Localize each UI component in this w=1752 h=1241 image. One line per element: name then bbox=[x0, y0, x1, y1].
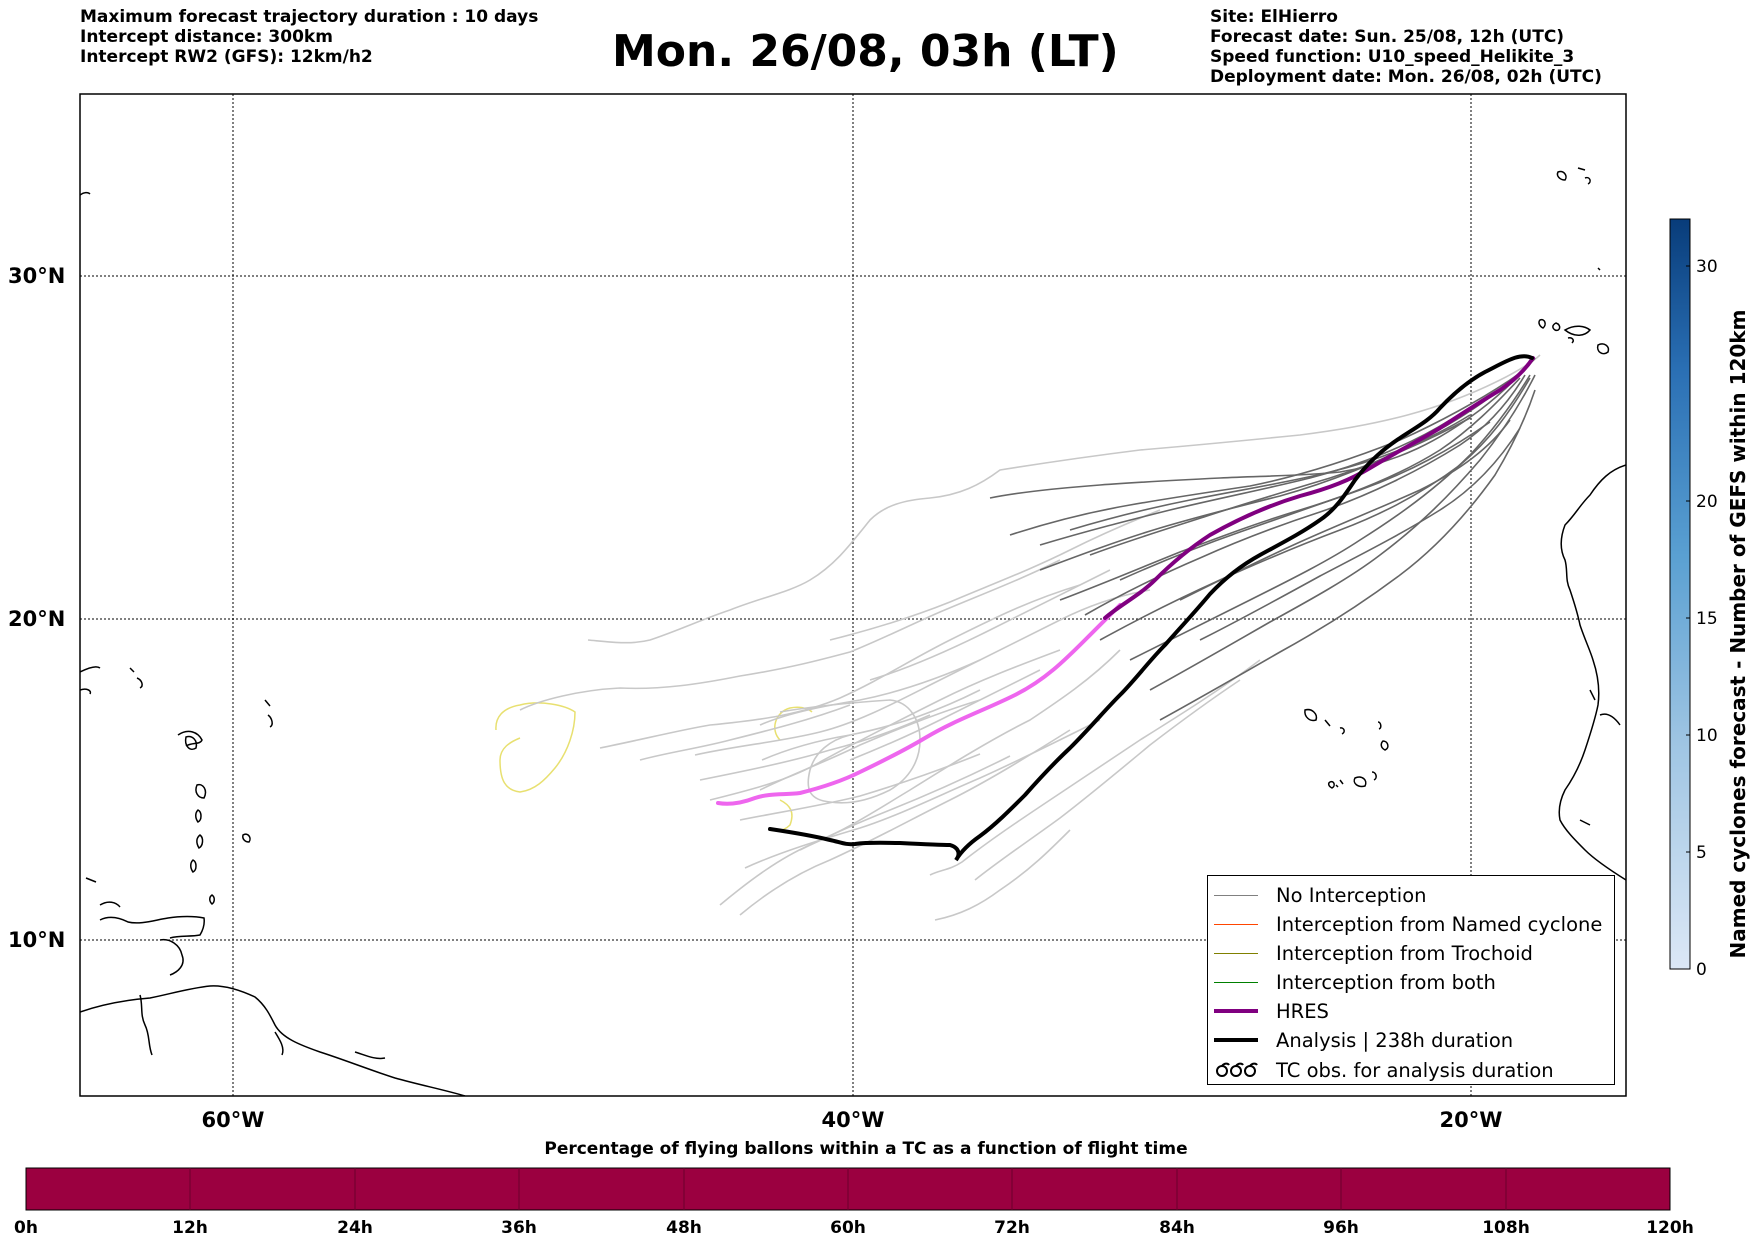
bottom-tick-96h: 96h bbox=[1323, 1218, 1359, 1238]
legend-item-trochoid: Interception from Trochoid bbox=[1214, 939, 1533, 967]
lat-label-20n: 20°N bbox=[8, 607, 65, 631]
lon-label-40w: 40°W bbox=[822, 1108, 885, 1132]
legend-item-both: Interception from both bbox=[1214, 968, 1496, 996]
legend-item-analysis: Analysis | 238h duration bbox=[1214, 1026, 1513, 1054]
colorbar-tick-5: 5 bbox=[1696, 843, 1707, 863]
header-speed-function: Speed function: U10_speed_Helikite_3 bbox=[1210, 47, 1575, 67]
bottom-tick-120h: 120h bbox=[1646, 1218, 1694, 1238]
legend-swatch-hres bbox=[1214, 1009, 1258, 1013]
lat-label-30n: 30°N bbox=[8, 264, 65, 288]
legend-label: Analysis | 238h duration bbox=[1276, 1028, 1514, 1052]
legend-swatch-analysis bbox=[1214, 1038, 1258, 1042]
ensemble-traces-dark bbox=[989, 357, 1536, 721]
header-site: Site: ElHierro bbox=[1210, 7, 1338, 27]
bottom-tick-84h: 84h bbox=[1159, 1218, 1195, 1238]
header-intercept-rw2: Intercept RW2 (GFS): 12km/h2 bbox=[80, 47, 373, 67]
bottom-tick-24h: 24h bbox=[337, 1218, 373, 1238]
header-deployment-date: Deployment date: Mon. 26/08, 02h (UTC) bbox=[1210, 67, 1602, 87]
header-forecast-date: Forecast date: Sun. 25/08, 12h (UTC) bbox=[1210, 27, 1565, 47]
header-intercept-distance: Intercept distance: 300km bbox=[80, 27, 333, 47]
page-title: Mon. 26/08, 03h (LT) bbox=[612, 26, 1119, 77]
legend-item-no-interception: No Interception bbox=[1214, 881, 1427, 909]
colorbar-gradient bbox=[1669, 218, 1691, 970]
header-right-info: Site: ElHierro Forecast date: Sun. 25/08… bbox=[1210, 7, 1602, 87]
legend-label: No Interception bbox=[1276, 883, 1427, 907]
lon-label-60w: 60°W bbox=[202, 1108, 265, 1132]
header-left-info: Maximum forecast trajectory duration : 1… bbox=[80, 7, 538, 67]
bottom-tick-0h: 0h bbox=[14, 1218, 38, 1238]
coastlines bbox=[80, 167, 1626, 1096]
colorbar-tick-10: 10 bbox=[1696, 726, 1718, 746]
cyclone-icon bbox=[1216, 1062, 1258, 1077]
legend-item-hres: HRES bbox=[1214, 997, 1329, 1025]
colorbar-tick-20: 20 bbox=[1696, 492, 1718, 512]
bottom-tick-48h: 48h bbox=[666, 1218, 702, 1238]
legend-swatch-no-interception bbox=[1214, 894, 1258, 896]
legend-swatch-named-cyclone bbox=[1214, 923, 1258, 925]
legend-item-named-cyclone: Interception from Named cyclone bbox=[1214, 910, 1602, 938]
legend-label: HRES bbox=[1276, 999, 1329, 1023]
colorbar-label: Named cyclones forecast - Number of GEFS… bbox=[1726, 310, 1750, 959]
bottom-tick-60h: 60h bbox=[830, 1218, 866, 1238]
map-frame bbox=[79, 93, 1627, 1097]
lon-label-20w: 20°W bbox=[1440, 1108, 1503, 1132]
legend-label: TC obs. for analysis duration bbox=[1276, 1058, 1554, 1082]
cyclone-colorbar: 0 5 10 15 20 30 Named cyclones forecast … bbox=[1669, 218, 1750, 980]
bottom-bar-ticks bbox=[189, 1168, 1507, 1210]
legend-label: Interception from both bbox=[1276, 970, 1496, 994]
bottom-tick-108h: 108h bbox=[1482, 1218, 1530, 1238]
bottom-tick-72h: 72h bbox=[994, 1218, 1030, 1238]
bottom-bar-title: Percentage of flying ballons within a TC… bbox=[544, 1139, 1187, 1159]
colorbar-tick-30: 30 bbox=[1696, 257, 1718, 277]
map-legend: No Interception Interception from Named … bbox=[1207, 875, 1615, 1085]
legend-swatch-trochoid bbox=[1214, 952, 1258, 954]
header-max-duration: Maximum forecast trajectory duration : 1… bbox=[80, 7, 539, 27]
legend-label: Interception from Named cyclone bbox=[1276, 912, 1603, 936]
colorbar-ticks bbox=[1686, 265, 1690, 970]
legend-swatch-both bbox=[1214, 981, 1258, 983]
bottom-tick-36h: 36h bbox=[501, 1218, 537, 1238]
lat-label-10n: 10°N bbox=[8, 928, 65, 952]
legend-item-tc-obs: TC obs. for analysis duration bbox=[1214, 1056, 1554, 1084]
analysis-trajectory bbox=[768, 354, 1534, 862]
tc-percentage-bar: Percentage of flying ballons within a TC… bbox=[14, 1139, 1694, 1238]
bottom-tick-12h: 12h bbox=[172, 1218, 208, 1238]
legend-label: Interception from Trochoid bbox=[1276, 941, 1533, 965]
colorbar-tick-15: 15 bbox=[1696, 609, 1718, 629]
ensemble-traces-light bbox=[519, 354, 1541, 921]
colorbar-tick-0: 0 bbox=[1696, 960, 1707, 980]
longitude-labels: 60°W 40°W 20°W bbox=[202, 1108, 1503, 1132]
latitude-labels: 30°N 20°N 10°N bbox=[8, 264, 65, 952]
hres-trajectory bbox=[716, 356, 1535, 806]
